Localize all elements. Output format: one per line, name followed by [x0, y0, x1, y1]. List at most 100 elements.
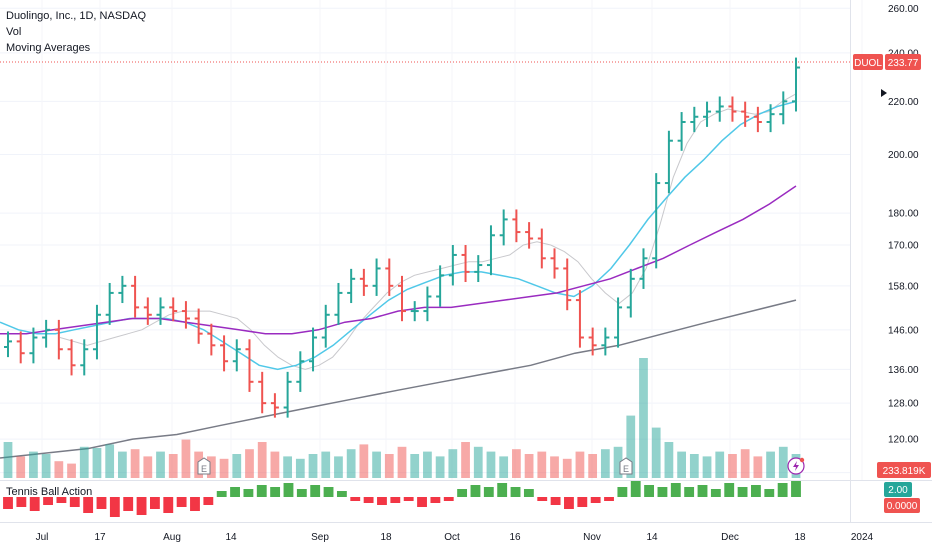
volume-bar — [410, 454, 420, 478]
price-bar — [474, 255, 483, 283]
time-tick-label: Oct — [444, 532, 460, 543]
indicator-bar — [403, 497, 414, 501]
indicator-bars — [3, 481, 801, 517]
symbol-title[interactable]: Duolingo, Inc., 1D, NASDAQ — [6, 10, 147, 22]
indicator-bar — [657, 487, 668, 497]
price-bar — [385, 258, 394, 296]
indicator-bar — [737, 487, 748, 497]
indicator-bar — [443, 497, 454, 501]
indicator-bar — [590, 497, 601, 503]
volume-bar — [92, 448, 102, 478]
indicator-bar — [564, 497, 574, 509]
price-bar — [220, 335, 229, 372]
volume-bar — [753, 456, 763, 478]
price-tick-label: 146.00 — [888, 325, 919, 336]
price-bar — [169, 297, 178, 322]
price-bar — [207, 323, 216, 356]
ticker-badge: DUOL — [853, 54, 883, 70]
volume-bar — [54, 461, 64, 478]
volume-bar — [156, 451, 165, 478]
indicator-pane-label[interactable]: Tennis Ball Action — [6, 486, 93, 498]
indicator-bar — [283, 483, 294, 497]
price-bar — [741, 101, 750, 127]
lightning-icon[interactable] — [787, 457, 805, 475]
price-tick-label: 200.00 — [888, 150, 919, 161]
price-bar — [664, 130, 673, 194]
indicator-bar — [256, 485, 267, 497]
price-bar — [690, 106, 699, 133]
indicator-bar — [430, 497, 441, 503]
indicator-bar — [697, 485, 708, 497]
volume-bar — [16, 456, 26, 478]
indicator-bar — [230, 487, 240, 497]
volume-bar — [512, 449, 521, 478]
price-bar — [258, 371, 267, 414]
earnings-marker[interactable]: E — [619, 457, 633, 475]
volume-bars — [3, 358, 801, 478]
indicator-bar — [16, 497, 27, 507]
indicator-bar — [203, 497, 214, 505]
price-bar — [639, 248, 648, 289]
grid — [0, 7, 850, 474]
price-tick-label: 136.00 — [888, 365, 919, 376]
price-axis[interactable]: 260.00 240.00 220.00 200.00 180.00 170.00 158.… — [888, 4, 919, 479]
indicator-bar — [617, 487, 628, 497]
indicator-bar — [483, 487, 494, 497]
price-bar — [792, 57, 800, 112]
price-bar — [347, 268, 356, 304]
indicator-bar — [417, 497, 427, 507]
price-bar — [143, 297, 152, 325]
volume-bar — [715, 451, 725, 478]
price-bar — [54, 319, 63, 360]
time-tick-label: Jul — [36, 532, 49, 543]
chart-legend: Duolingo, Inc., 1D, NASDAQ Vol Moving Av… — [6, 8, 146, 56]
price-bar — [232, 339, 241, 372]
price-bar — [525, 222, 534, 249]
volume-bar — [448, 449, 458, 478]
price-bar — [499, 209, 508, 246]
volume-bar — [41, 454, 51, 478]
price-bar — [652, 173, 661, 269]
svg-text:E: E — [623, 464, 629, 474]
price-bar — [486, 225, 495, 276]
indicator-bar — [523, 489, 534, 497]
volume-bar — [486, 451, 496, 478]
indicator-bar — [457, 489, 468, 497]
price-bar — [512, 209, 521, 243]
volume-bar — [283, 456, 292, 478]
time-tick-label: Nov — [583, 532, 601, 543]
svg-text:233.77: 233.77 — [888, 58, 919, 69]
price-bar — [67, 339, 76, 376]
price-bar — [601, 327, 610, 356]
volume-bar — [461, 442, 470, 478]
time-axis[interactable]: Jul 17 Aug 14 Sep 18 Oct 16 Nov 14 Dec 18 2024 — [36, 532, 874, 543]
volume-bar — [219, 458, 229, 478]
moving-averages-legend[interactable]: Moving Averages — [6, 42, 91, 54]
indicator-bottom-badge: 0.0000 — [884, 498, 920, 513]
price-bar — [334, 282, 343, 325]
moving-average-line — [0, 185, 797, 335]
price-tick-label: 128.00 — [888, 399, 919, 410]
indicator-bar — [390, 497, 401, 503]
indicator-bar — [470, 485, 481, 497]
moving-average-lines — [0, 93, 797, 459]
indicator-bar — [336, 491, 347, 497]
indicator-bar — [604, 497, 614, 501]
volume-bar — [397, 446, 407, 478]
volume-bar — [334, 456, 343, 478]
earnings-marker[interactable]: E — [197, 457, 211, 475]
price-tick-label: 260.00 — [888, 4, 919, 15]
time-tick-label: Dec — [721, 532, 739, 543]
volume-legend[interactable]: Vol — [6, 26, 22, 38]
volume-bar — [232, 454, 242, 478]
indicator-bar — [69, 497, 80, 507]
price-bar — [677, 112, 686, 151]
price-bar — [461, 245, 470, 283]
time-tick-label: 17 — [94, 532, 106, 543]
indicator-bar — [497, 483, 508, 497]
volume-bar — [600, 449, 610, 478]
price-bar — [575, 290, 584, 348]
indicator-bar — [724, 483, 735, 497]
volume-bar — [105, 444, 115, 478]
